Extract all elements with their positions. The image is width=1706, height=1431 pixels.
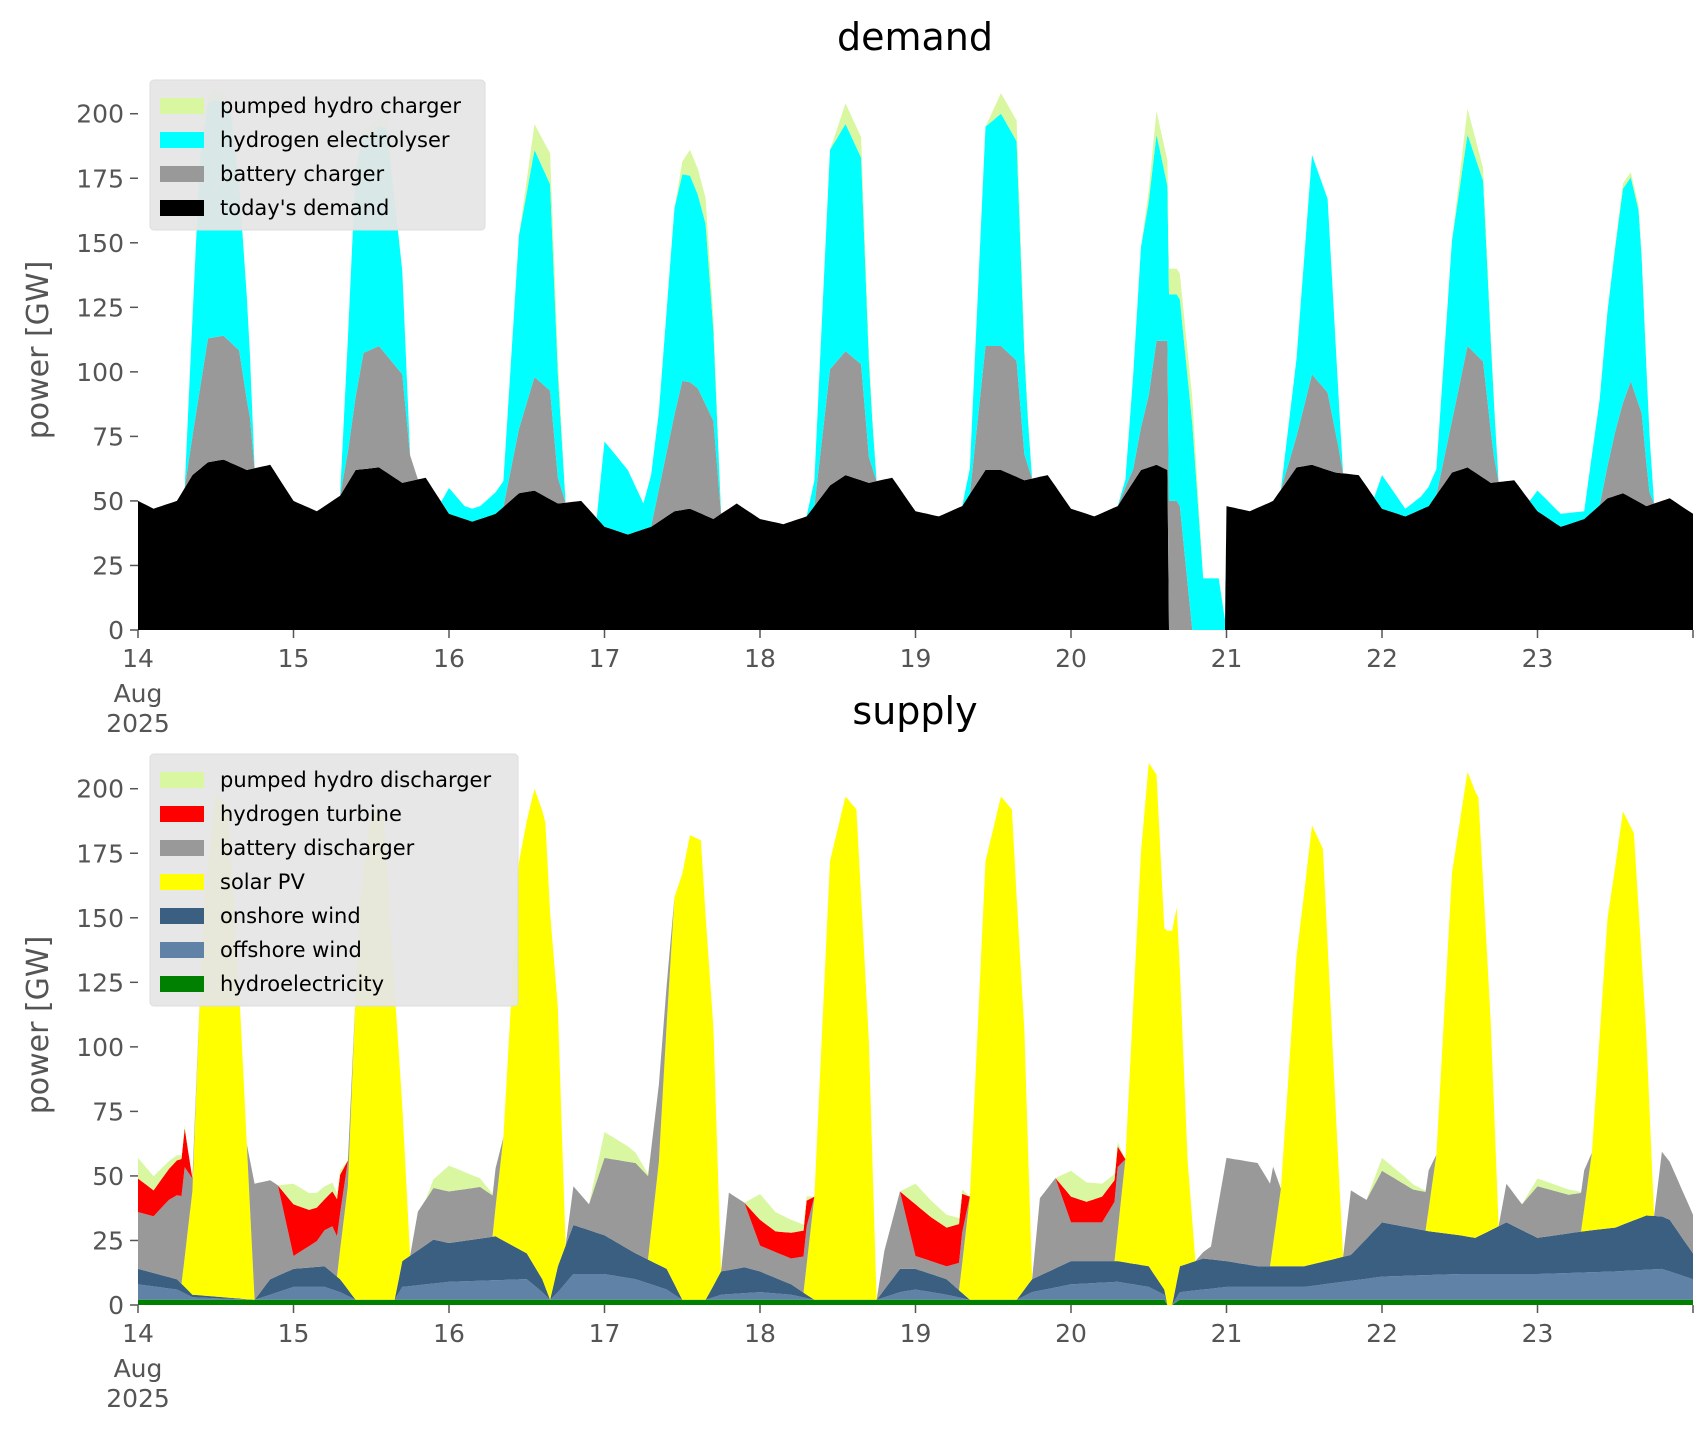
x-tick-label: 16 — [433, 1319, 465, 1348]
x-tick-label: 21 — [1211, 644, 1243, 673]
x-tick-label: 18 — [744, 1319, 776, 1348]
y-tick-label: 125 — [76, 968, 124, 997]
y-tick-label: 25 — [92, 1226, 124, 1255]
chart-title: demand — [837, 15, 993, 59]
legend-swatch-hydroelectricity — [160, 976, 204, 992]
y-tick-label: 75 — [92, 1097, 124, 1126]
x-tick-label: 17 — [589, 1319, 621, 1348]
legend-swatch-hydrogen-electrolyser — [160, 132, 204, 148]
x-tick-year: 2025 — [106, 709, 170, 738]
legend-box — [149, 79, 486, 231]
area-onshore-wind — [138, 1215, 1693, 1305]
x-tick-label: 21 — [1211, 1319, 1243, 1348]
y-tick-label: 0 — [108, 616, 124, 645]
legend-swatch-offshore-wind — [160, 942, 204, 958]
area-battery-charger — [138, 335, 1693, 630]
legend-label-solar-pv: solar PV — [220, 870, 305, 894]
y-tick-label: 200 — [76, 775, 124, 804]
y-tick-label: 175 — [76, 839, 124, 868]
y-tick-label: 100 — [76, 1033, 124, 1062]
legend-box — [149, 753, 519, 1007]
y-tick-label: 50 — [92, 1162, 124, 1191]
area-layers — [138, 89, 1693, 630]
y-tick-label: 175 — [76, 164, 124, 193]
x-tick-label: 19 — [900, 644, 932, 673]
legend: pumped hydro charger hydrogen electrolyse… — [149, 79, 486, 231]
legend-swatch-pumped-hydro-discharger — [160, 772, 204, 788]
area-offshore-wind — [138, 1268, 1693, 1305]
y-tick-label: 200 — [76, 100, 124, 129]
legend-label-pumped-hydro-charger: pumped hydro charger — [220, 94, 461, 118]
x-tick-label: 18 — [744, 644, 776, 673]
y-tick-label: 25 — [92, 551, 124, 580]
demand-chart: demand power [GW] 0 25 50 75 100 125 150 175 200… — [21, 15, 1694, 738]
area-hydrogen-electrolyser — [138, 99, 1693, 630]
x-tick-label: 22 — [1366, 1319, 1398, 1348]
area-pumped-hydro-discharger — [138, 762, 1693, 1300]
x-tick-label: 17 — [589, 644, 621, 673]
x-tick-label: 14 — [122, 1319, 154, 1348]
y-tick-label: 0 — [108, 1291, 124, 1320]
x-tick-month: Aug — [114, 679, 163, 708]
y-axis-label: power [GW] — [21, 936, 56, 1115]
x-tick-label: 16 — [433, 644, 465, 673]
legend-label-onshore-wind: onshore wind — [220, 904, 361, 928]
y-tick-label: 150 — [76, 229, 124, 258]
area-hydrogen-turbine — [138, 762, 1693, 1300]
y-tick-label: 100 — [76, 358, 124, 387]
legend-label-today-s-demand: today's demand — [220, 196, 389, 220]
y-tick-label: 75 — [92, 422, 124, 451]
x-tick-label: 19 — [900, 1319, 932, 1348]
legend-label-pumped-hydro-discharger: pumped hydro discharger — [220, 768, 491, 792]
area-layers — [138, 762, 1693, 1305]
legend-label-hydroelectricity: hydroelectricity — [220, 972, 384, 996]
x-tick-year: 2025 — [106, 1384, 170, 1413]
y-tick-label: 125 — [76, 293, 124, 322]
legend-swatch-today-s-demand — [160, 200, 204, 216]
area-hydroelectricity — [138, 1299, 1693, 1305]
area-today-s-demand — [138, 459, 1693, 630]
legend-swatch-hydrogen-turbine — [160, 806, 204, 822]
legend-label-battery-discharger: battery discharger — [220, 836, 415, 860]
legend-swatch-solar-pv — [160, 874, 204, 890]
y-axis-label: power [GW] — [21, 261, 56, 440]
x-tick-label: 23 — [1522, 1319, 1554, 1348]
legend-label-offshore-wind: offshore wind — [220, 938, 362, 962]
y-tick-label: 150 — [76, 904, 124, 933]
x-tick-month: Aug — [114, 1354, 163, 1383]
legend: pumped hydro discharger hydrogen turbine b… — [149, 753, 519, 1007]
x-tick-label: 20 — [1055, 1319, 1087, 1348]
legend-swatch-battery-discharger — [160, 840, 204, 856]
chart-title: supply — [852, 689, 977, 733]
x-tick-label: 22 — [1366, 644, 1398, 673]
area-solar-pv — [138, 762, 1693, 1305]
x-tick-label: 15 — [278, 644, 310, 673]
legend-label-battery-charger: battery charger — [220, 162, 385, 186]
legend-swatch-onshore-wind — [160, 908, 204, 924]
y-tick-label: 50 — [92, 487, 124, 516]
legend-swatch-pumped-hydro-charger — [160, 98, 204, 114]
legend-label-hydrogen-electrolyser: hydrogen electrolyser — [220, 128, 450, 152]
x-tick-label: 20 — [1055, 644, 1087, 673]
supply-chart: supply power [GW] 0 25 50 75 100 125 150 175 200… — [21, 689, 1694, 1413]
legend-swatch-battery-charger — [160, 166, 204, 182]
x-tick-label: 23 — [1522, 644, 1554, 673]
x-tick-label: 14 — [122, 644, 154, 673]
x-tick-label: 15 — [278, 1319, 310, 1348]
legend-label-hydrogen-turbine: hydrogen turbine — [220, 802, 402, 826]
